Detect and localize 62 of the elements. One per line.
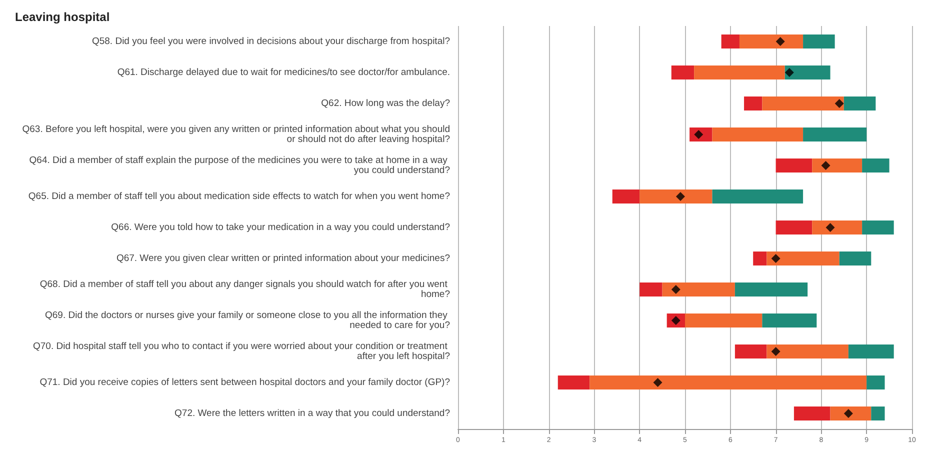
bar bbox=[739, 34, 804, 48]
bar bbox=[812, 158, 862, 172]
y-tick-label: Q65. Did a member of staff tell you about medication side effects to watch for when you went home? bbox=[28, 191, 450, 202]
bar bbox=[640, 190, 712, 204]
bar bbox=[590, 376, 867, 390]
bar bbox=[862, 158, 890, 172]
bar bbox=[721, 34, 740, 48]
bar bbox=[734, 344, 767, 358]
point bbox=[776, 37, 785, 46]
point bbox=[771, 254, 780, 263]
point bbox=[844, 409, 853, 418]
point bbox=[676, 192, 685, 201]
bar bbox=[640, 282, 662, 296]
point bbox=[771, 347, 780, 356]
bar bbox=[762, 314, 817, 328]
bar bbox=[866, 376, 885, 390]
bar bbox=[839, 252, 872, 266]
y-tick-label: Q62. How long was the delay? bbox=[321, 98, 450, 109]
bar bbox=[803, 34, 835, 48]
text: Leaving hospital bbox=[15, 10, 110, 24]
bar bbox=[794, 406, 830, 420]
point bbox=[671, 285, 680, 294]
point bbox=[653, 378, 662, 387]
bar bbox=[862, 220, 894, 234]
bar bbox=[766, 344, 848, 358]
y-tick-label: Q66. Were you told how to take your medication in a way you could understand? bbox=[111, 222, 450, 233]
bar bbox=[776, 220, 812, 234]
bar bbox=[762, 96, 844, 110]
bar bbox=[766, 252, 840, 266]
bar bbox=[830, 406, 872, 420]
point bbox=[826, 223, 835, 232]
bar bbox=[753, 252, 767, 266]
y-tick-label: Q58. Did you feel you were involved in decisions about your discharge from hospital? bbox=[92, 36, 450, 47]
bar bbox=[844, 96, 876, 110]
y-tick-label: Q63. Before you left hospital, were you given any written or printed information about what you should or should not do after leaving hospital? bbox=[22, 124, 450, 145]
y-tick-label: Q68. Did a member of staff tell you about any danger signals you should watch for after you went home? bbox=[40, 279, 450, 300]
y-tick-label: Q70. Did hospital staff tell you who to contact if you were worried about your condition or treatment after you left hospital? bbox=[33, 341, 450, 362]
y-tick-label: Q69. Did the doctors or nurses give your family or someone close to you all the information they needed to care for you? bbox=[44, 310, 450, 331]
bar bbox=[612, 190, 640, 204]
bar bbox=[558, 376, 590, 390]
y-tick-label: Q67. Were you given clear written or printed information about your medicines? bbox=[116, 253, 450, 264]
bar bbox=[744, 96, 762, 110]
y-tick-label: Q61. Discharge delayed due to wait for medicines/to see doctor/for ambulance. bbox=[117, 67, 450, 78]
bar bbox=[712, 190, 804, 204]
y-tick-label: Q71. Did you receive copies of letters sent between hospital doctors and your family doctor (GP)? bbox=[40, 377, 450, 388]
y-tick-label: Q72. Were the letters written in a way that you could understand? bbox=[174, 408, 450, 419]
bar bbox=[712, 128, 804, 142]
bar bbox=[848, 344, 894, 358]
bar bbox=[871, 406, 885, 420]
bar bbox=[812, 220, 862, 234]
point bbox=[821, 161, 830, 170]
bar bbox=[671, 66, 694, 80]
point bbox=[784, 68, 794, 77]
bar bbox=[803, 128, 867, 142]
bar bbox=[734, 282, 808, 296]
bar bbox=[784, 66, 830, 80]
y-tick-label: Q64. Did a member of staff explain the purpose of the medicines you were to take at home in a way you could understand? bbox=[29, 155, 450, 176]
bar bbox=[685, 314, 762, 328]
point bbox=[834, 99, 844, 108]
bar bbox=[662, 282, 735, 296]
bar bbox=[776, 158, 812, 172]
bar bbox=[694, 66, 785, 80]
